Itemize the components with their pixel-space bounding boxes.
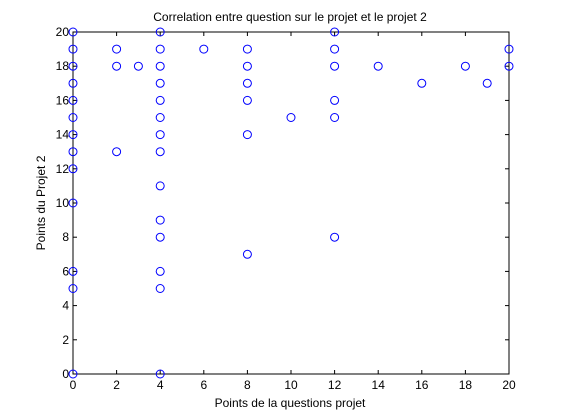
data-point xyxy=(112,61,122,71)
data-point xyxy=(155,44,165,54)
data-point xyxy=(68,61,78,71)
data-point xyxy=(112,147,122,157)
x-tick-label: 6 xyxy=(200,378,207,392)
y-tick-label: 12 xyxy=(56,162,70,176)
data-point xyxy=(155,113,165,122)
x-tick-label: 18 xyxy=(459,378,473,392)
data-point xyxy=(68,113,78,122)
y-tick-label: 0 xyxy=(62,367,69,381)
data-point xyxy=(242,44,252,54)
data-points xyxy=(68,27,514,379)
y-axis-ticks: 0 2 4 6 8 10 12 14 16 18 20 xyxy=(56,25,509,381)
chart-title: Correlation entre question sur le projet… xyxy=(153,10,427,24)
y-tick-label: 16 xyxy=(56,93,70,107)
data-point xyxy=(330,44,340,54)
data-point xyxy=(155,61,165,71)
x-tick-label: 0 xyxy=(70,378,77,392)
x-axis-title: Points de la questions projet xyxy=(215,396,366,410)
data-point xyxy=(68,130,78,140)
data-point xyxy=(330,27,340,37)
data-point xyxy=(68,95,78,105)
data-point xyxy=(155,147,165,157)
data-point xyxy=(68,44,78,54)
data-point xyxy=(155,27,165,37)
y-tick-label: 14 xyxy=(56,128,70,142)
x-tick-label: 8 xyxy=(244,378,251,392)
data-point xyxy=(286,113,296,122)
x-tick-label: 14 xyxy=(372,378,386,392)
data-point xyxy=(68,284,78,293)
data-point xyxy=(199,44,209,54)
data-point xyxy=(155,369,165,379)
x-tick-label: 20 xyxy=(502,378,516,392)
y-tick-label: 6 xyxy=(62,264,69,278)
data-point xyxy=(242,130,252,140)
data-point xyxy=(68,27,78,37)
plot-area-frame xyxy=(72,31,510,375)
x-tick-label: 2 xyxy=(113,378,120,392)
data-point xyxy=(242,61,252,71)
data-point xyxy=(68,78,78,88)
data-point xyxy=(330,61,340,71)
x-tick-label: 10 xyxy=(284,378,298,392)
x-tick-label: 16 xyxy=(415,378,429,392)
data-point xyxy=(155,95,165,105)
data-point xyxy=(330,95,340,105)
data-point xyxy=(155,130,165,140)
data-point xyxy=(133,61,143,71)
data-point xyxy=(504,61,514,71)
data-point xyxy=(504,44,514,54)
data-point xyxy=(155,284,165,293)
data-point xyxy=(155,232,165,242)
data-point xyxy=(460,61,470,71)
data-point xyxy=(68,198,78,208)
y-tick-label: 2 xyxy=(62,333,69,347)
y-tick-label: 8 xyxy=(62,230,69,244)
data-point xyxy=(330,113,340,122)
data-point xyxy=(112,44,122,54)
data-point xyxy=(155,215,165,225)
data-point xyxy=(155,181,165,191)
x-tick-label: 4 xyxy=(157,378,164,392)
y-tick-label: 4 xyxy=(62,299,69,313)
data-point xyxy=(242,78,252,88)
data-point xyxy=(242,95,252,105)
data-point xyxy=(155,78,165,88)
data-point xyxy=(155,266,165,276)
data-point xyxy=(373,61,383,71)
y-axis-title: Points du Projet 2 xyxy=(34,155,48,250)
data-point xyxy=(68,164,78,174)
data-point xyxy=(330,232,340,242)
y-tick-label: 18 xyxy=(56,59,70,73)
y-tick-label: 20 xyxy=(56,25,70,39)
data-point xyxy=(68,147,78,157)
data-point xyxy=(242,249,252,259)
y-tick-label: 10 xyxy=(56,196,70,210)
data-point xyxy=(68,266,78,276)
x-axis-ticks: 0 2 4 6 8 10 12 14 16 18 20 xyxy=(70,32,516,392)
data-point xyxy=(482,78,492,88)
data-point xyxy=(417,78,427,88)
data-point xyxy=(68,369,78,379)
x-tick-label: 12 xyxy=(328,378,342,392)
